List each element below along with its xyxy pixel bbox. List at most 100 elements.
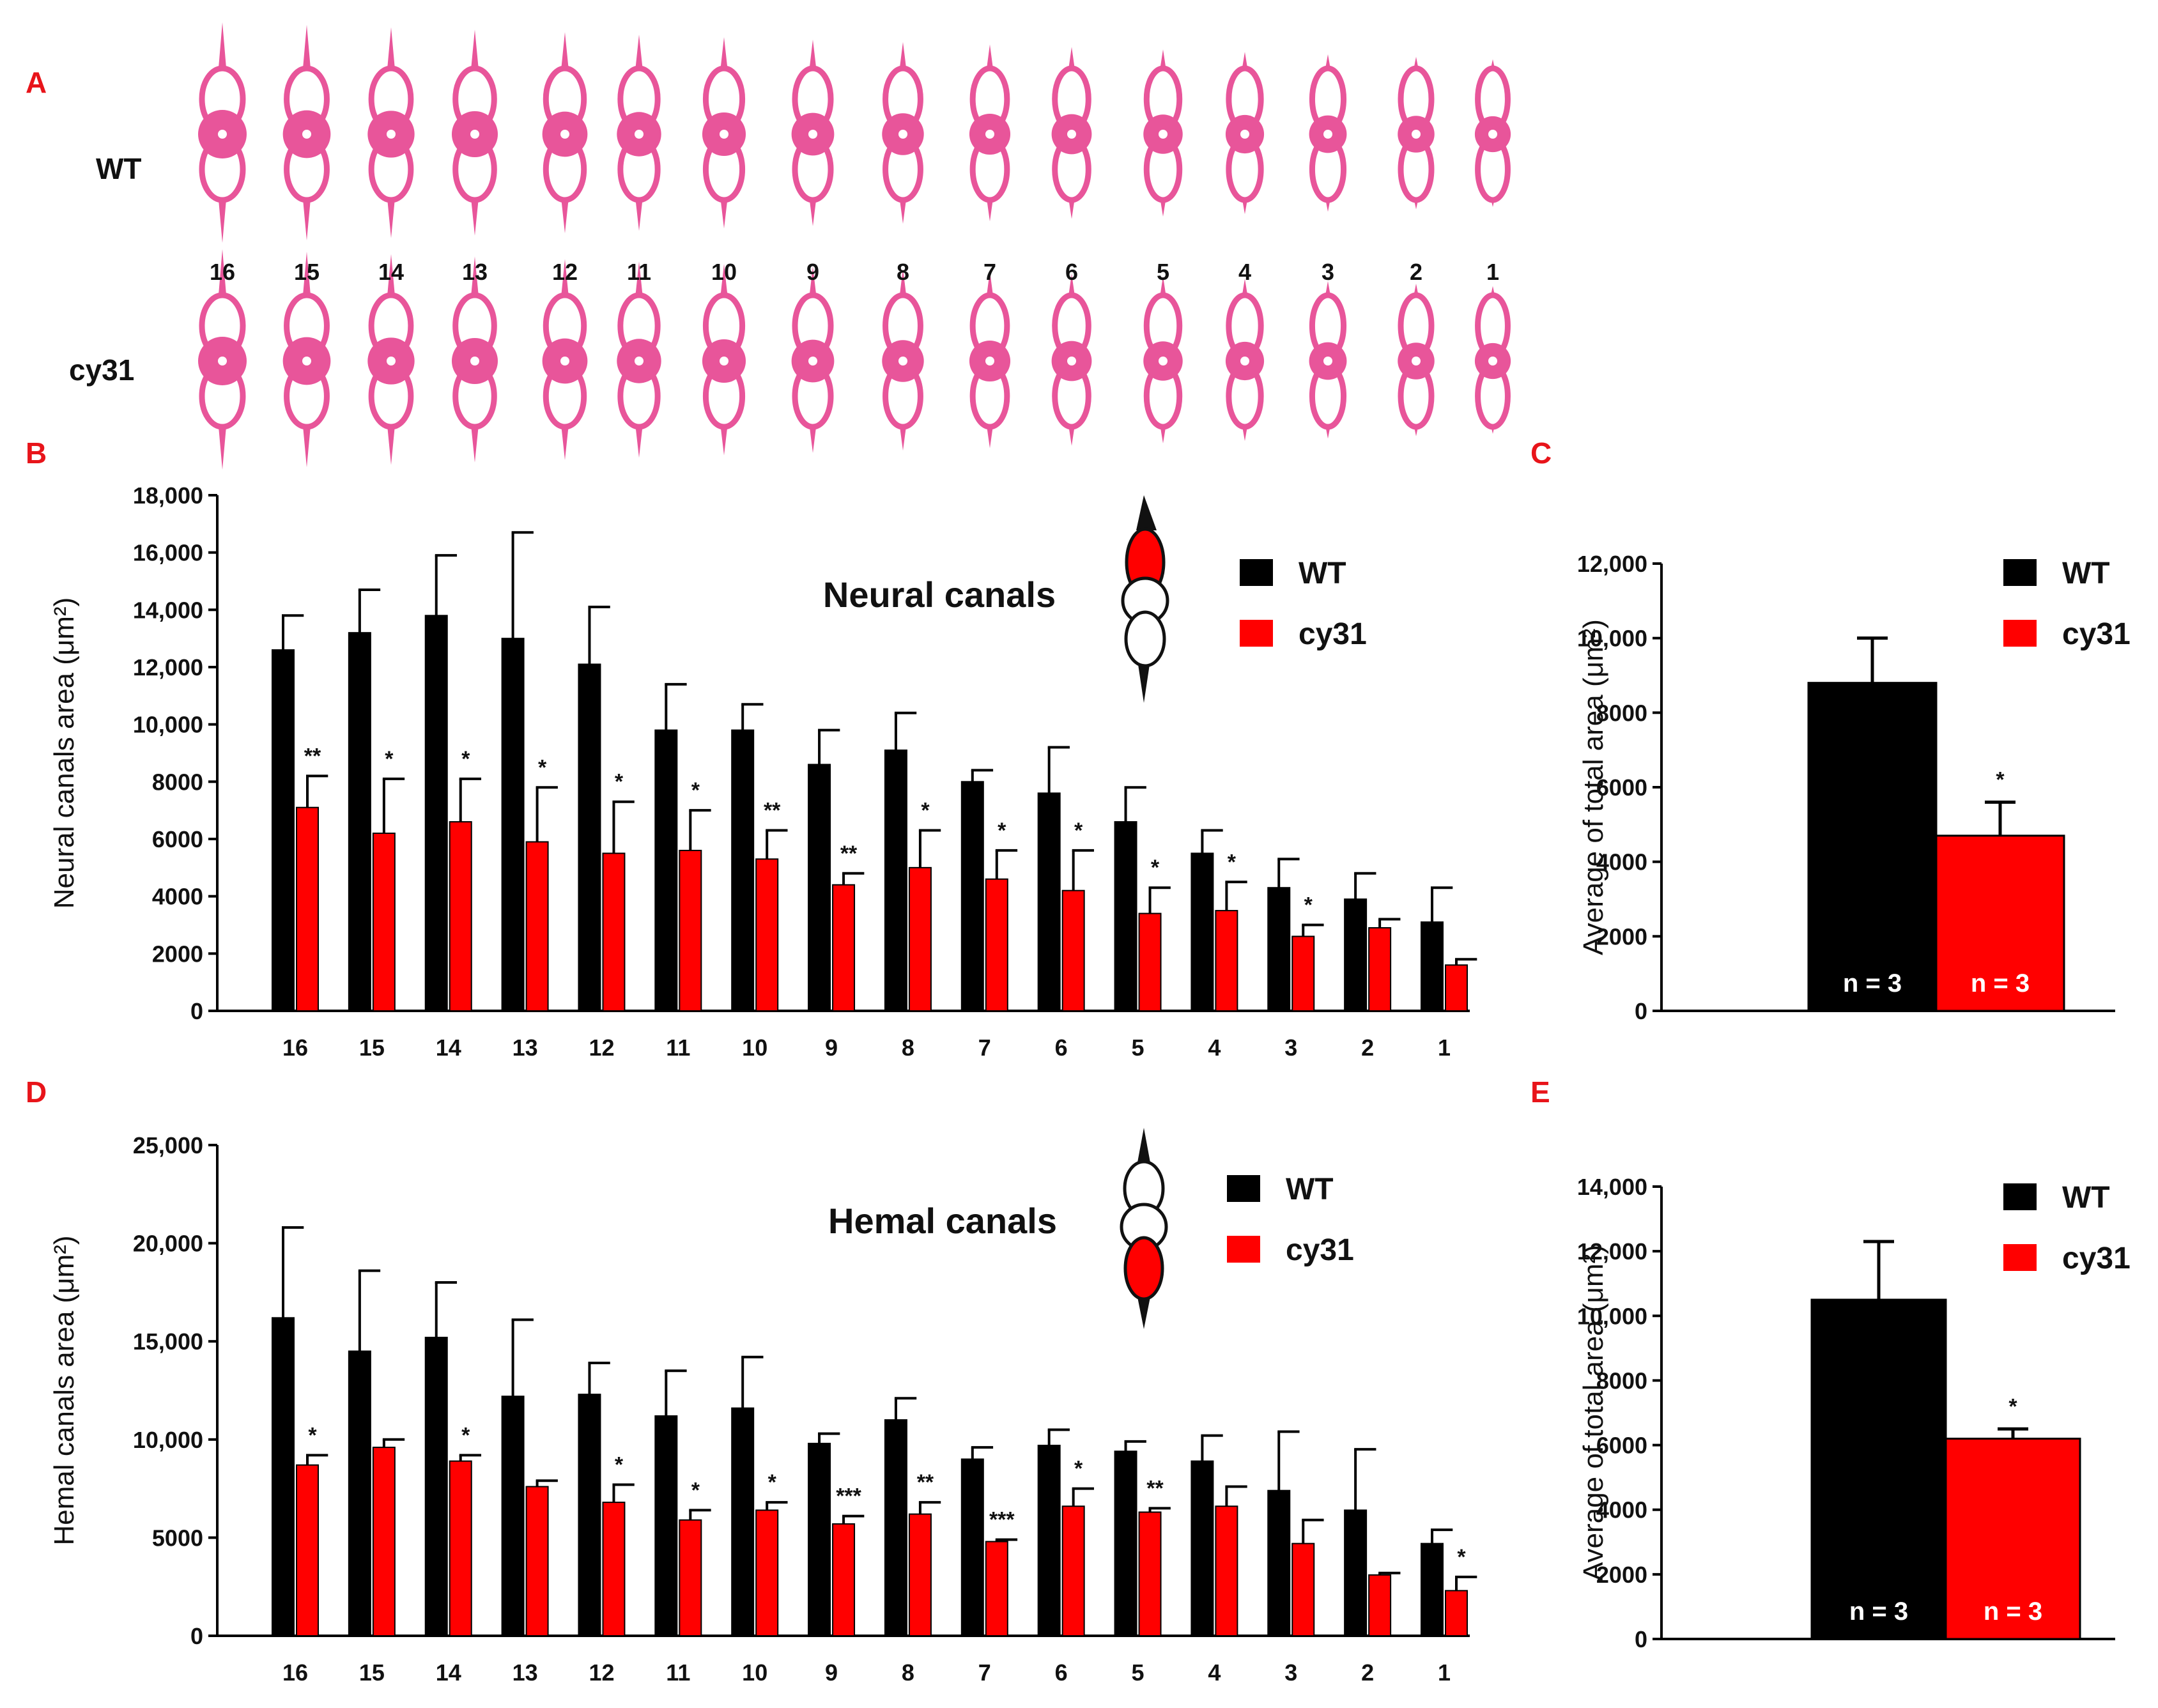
bar-cy31 (372, 833, 396, 1012)
y-tick-label: 10,000 (133, 1427, 203, 1453)
y-tick-label: 20,000 (133, 1231, 203, 1257)
significance-marker: * (1457, 1545, 1466, 1569)
y-tick-label: 4000 (152, 884, 203, 910)
bar-wt (424, 1337, 448, 1636)
x-tick-label: 2 (1361, 1035, 1374, 1061)
significance-marker: * (538, 755, 547, 780)
y-tick-label: 4000 (1596, 849, 1647, 875)
vertebra-number: 13 (462, 259, 488, 285)
bar-wt (424, 615, 448, 1012)
y-tick-label: 12,000 (1577, 551, 1647, 577)
bar-wt (808, 1442, 831, 1637)
legend-label: WT (2062, 557, 2110, 590)
bar-cy31 (1061, 1505, 1085, 1637)
bar-wt (654, 1415, 678, 1637)
vertebra-number: 1 (1486, 259, 1499, 285)
x-tick-label: 4 (1208, 1659, 1221, 1686)
bar-cy31 (525, 841, 549, 1012)
x-tick-label: 9 (825, 1035, 838, 1061)
bar-wt (272, 1317, 295, 1636)
legend-swatch (1227, 1236, 1260, 1263)
panel-letter: D (26, 1075, 47, 1109)
bar-cy31 (1061, 889, 1085, 1012)
legend-label: cy31 (1286, 1233, 1354, 1267)
legend-swatch (2003, 1244, 2037, 1271)
vertebra-number: 16 (210, 259, 235, 285)
bar-cy31 (832, 884, 856, 1012)
legend-swatch (2003, 559, 2037, 586)
bar-cy31 (755, 1509, 779, 1637)
vertebra-number: 14 (378, 259, 404, 285)
x-tick-label: 12 (589, 1035, 614, 1061)
legend-swatch (1227, 1175, 1260, 1202)
bar-wt (1114, 821, 1137, 1012)
x-tick-label: 16 (282, 1035, 308, 1061)
sample-size-label: n = 3 (1984, 1597, 2042, 1626)
vertebra-image (1225, 279, 1265, 442)
vertebra-image (367, 27, 415, 238)
vertebra-image (1225, 52, 1265, 215)
vertebra-number: 9 (806, 259, 819, 285)
y-tick-label: 0 (190, 1623, 203, 1649)
bar-wt (578, 663, 601, 1012)
panel-letter-a: A (26, 66, 47, 99)
bar-wt (501, 1396, 525, 1637)
bar-cy31 (296, 806, 319, 1012)
x-tick-label: 6 (1055, 1035, 1068, 1061)
x-tick-label: 10 (742, 1035, 767, 1061)
vertebra-image (282, 251, 331, 468)
vertebra-number: 5 (1157, 259, 1169, 285)
neural-canal-schematic-icon (1121, 495, 1169, 703)
chart-c-neural-average: 0 2000 4000 6000 8000 10,000 12,000 Average of … (1530, 436, 2131, 1024)
bar-cy31 (1445, 964, 1468, 1012)
legend-swatch (1240, 559, 1273, 586)
bar-wt (1267, 1489, 1291, 1637)
x-tick-label: 10 (742, 1659, 767, 1686)
summary-bar-wt (1807, 682, 1938, 1012)
legend-swatch (1240, 620, 1273, 647)
vertebra-image (1143, 49, 1183, 217)
bar-wt (1421, 921, 1444, 1012)
vertebra-number: 8 (897, 259, 909, 285)
significance-marker: ** (304, 744, 321, 768)
bar-wt (348, 632, 371, 1012)
significance-marker: ** (764, 799, 781, 823)
vertebra-number: 3 (1322, 259, 1334, 285)
x-tick-label: 11 (666, 1659, 690, 1686)
x-tick-label: 5 (1132, 1035, 1145, 1061)
significance-marker: * (1228, 850, 1237, 874)
legend-label: cy31 (2062, 1242, 2131, 1275)
vertebra-photo-strip (198, 22, 1511, 470)
vertebra-image (367, 254, 415, 465)
bar-wt (731, 729, 755, 1012)
vertebra-image (1474, 286, 1511, 434)
significance-marker: *** (989, 1507, 1015, 1532)
legend-label: cy31 (2062, 617, 2131, 651)
bar-wt (1037, 792, 1061, 1012)
bar-cy31 (1291, 935, 1315, 1012)
significance-marker: * (1074, 819, 1083, 843)
vertebra-number: 11 (627, 259, 651, 285)
vertebra-image (1309, 281, 1347, 439)
y-axis-label: Neural canals area (μm²) (49, 597, 80, 909)
vertebra-image (1398, 283, 1435, 436)
x-tick-label: 3 (1284, 1035, 1297, 1061)
bar-cy31 (985, 878, 1008, 1012)
significance-marker: * (461, 1423, 470, 1447)
chart-d-hemal-canals: 0 5000 10,000 15,000 20,000 25,000 Hemal canal… (26, 1075, 1477, 1686)
bar-cy31 (1215, 1505, 1238, 1637)
bar-cy31 (755, 858, 779, 1012)
y-tick-label: 12,000 (1577, 1238, 1647, 1265)
vertebra-image (791, 39, 835, 226)
y-tick-label: 10,000 (1577, 1303, 1647, 1329)
sample-size-label: n = 3 (1843, 969, 1902, 997)
bar-cy31 (1215, 910, 1238, 1012)
significance-marker: ** (840, 842, 858, 866)
bar-wt (501, 638, 525, 1012)
vertebra-image (1143, 276, 1183, 443)
x-tick-label: 1 (1438, 1035, 1451, 1061)
legend-label: WT (1286, 1173, 1334, 1206)
y-tick-label: 0 (190, 998, 203, 1024)
bar-cy31 (908, 866, 932, 1012)
x-tick-label: 1 (1438, 1659, 1451, 1686)
